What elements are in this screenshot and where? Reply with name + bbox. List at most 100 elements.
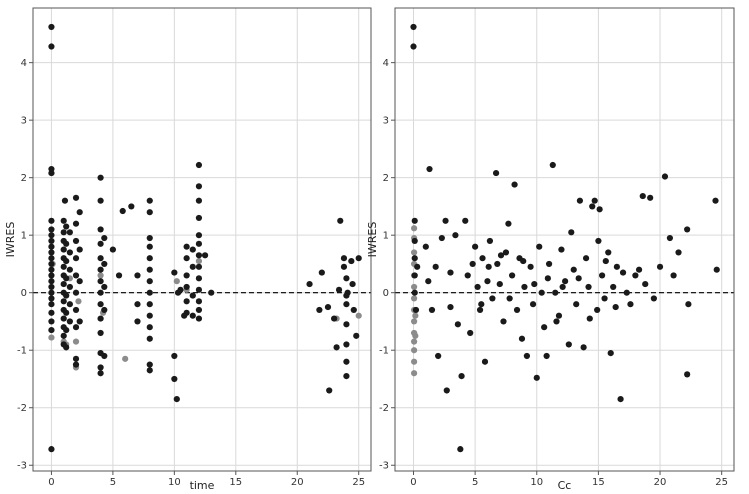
data-point bbox=[97, 329, 104, 337]
data-point bbox=[589, 203, 596, 210]
panel-cc: 0 5 10 15 20 25 -3 -2 -1 0 1 2 3 4 Cc IWRES bbox=[366, 7, 735, 492]
data-point bbox=[128, 203, 135, 210]
data-point bbox=[479, 255, 486, 262]
y-axis-label: IWRES bbox=[366, 222, 379, 258]
data-point bbox=[48, 237, 55, 245]
points bbox=[410, 23, 720, 453]
data-point bbox=[72, 361, 80, 368]
data-point bbox=[422, 243, 429, 250]
data-point bbox=[472, 243, 479, 250]
data-point bbox=[48, 232, 55, 239]
data-point bbox=[201, 252, 209, 259]
data-point bbox=[527, 263, 534, 270]
y-tick-label: -1 bbox=[379, 346, 389, 357]
data-point bbox=[171, 352, 178, 360]
data-point bbox=[506, 295, 513, 302]
data-point bbox=[565, 341, 572, 348]
data-point bbox=[76, 209, 83, 216]
data-point bbox=[48, 301, 55, 308]
data-point bbox=[48, 249, 55, 256]
data-point bbox=[598, 272, 606, 279]
data-point bbox=[562, 278, 569, 285]
data-point bbox=[60, 246, 67, 253]
data-point bbox=[72, 237, 80, 245]
data-point bbox=[48, 283, 55, 291]
data-point bbox=[613, 263, 620, 270]
data-point bbox=[189, 292, 196, 299]
data-point bbox=[486, 237, 494, 245]
data-point bbox=[63, 344, 70, 351]
data-point bbox=[481, 358, 489, 365]
data-point bbox=[411, 289, 418, 296]
data-point bbox=[72, 255, 80, 262]
data-point bbox=[553, 318, 560, 325]
data-point bbox=[596, 206, 603, 213]
data-point bbox=[63, 275, 70, 282]
data-point bbox=[573, 301, 580, 308]
data-point bbox=[575, 275, 582, 282]
data-point bbox=[343, 301, 350, 308]
data-point bbox=[60, 263, 67, 270]
data-point bbox=[684, 226, 691, 233]
data-point bbox=[183, 272, 190, 279]
x-tick-label: 5 bbox=[110, 477, 116, 488]
data-point bbox=[478, 301, 485, 308]
data-point bbox=[485, 263, 492, 270]
data-point bbox=[523, 352, 531, 360]
data-point bbox=[545, 260, 553, 268]
data-point bbox=[146, 301, 153, 308]
data-point bbox=[474, 283, 481, 291]
data-point bbox=[48, 295, 55, 302]
data-point bbox=[552, 289, 559, 296]
data-point bbox=[97, 315, 104, 322]
data-point bbox=[195, 257, 203, 265]
data-point bbox=[518, 335, 526, 342]
data-point bbox=[353, 332, 360, 339]
data-point bbox=[48, 260, 55, 268]
data-point bbox=[48, 255, 55, 262]
data-point bbox=[627, 301, 634, 308]
data-point bbox=[66, 229, 73, 236]
data-point bbox=[639, 192, 646, 200]
data-point bbox=[66, 266, 73, 273]
data-point bbox=[582, 255, 590, 262]
data-point bbox=[75, 298, 82, 305]
data-point bbox=[48, 243, 55, 250]
data-point bbox=[492, 169, 500, 177]
data-point bbox=[411, 225, 418, 232]
data-point bbox=[66, 318, 73, 325]
data-point bbox=[610, 283, 617, 291]
data-point bbox=[76, 318, 83, 325]
data-point bbox=[412, 312, 419, 319]
data-point bbox=[411, 255, 418, 262]
data-point bbox=[529, 301, 537, 308]
data-point bbox=[414, 263, 421, 270]
data-point bbox=[602, 257, 609, 265]
data-point bbox=[146, 289, 153, 296]
data-point bbox=[511, 181, 518, 188]
data-point bbox=[410, 43, 417, 50]
data-point bbox=[685, 301, 692, 308]
data-point bbox=[536, 243, 543, 250]
y-axis-label: IWRES bbox=[4, 222, 17, 258]
data-point bbox=[72, 355, 80, 362]
data-point bbox=[411, 318, 418, 325]
data-point bbox=[335, 286, 343, 293]
data-point bbox=[432, 263, 439, 270]
grid bbox=[33, 8, 371, 471]
data-point bbox=[63, 292, 70, 299]
data-point bbox=[72, 220, 80, 227]
data-point bbox=[326, 387, 333, 394]
data-point bbox=[324, 303, 332, 311]
data-point bbox=[647, 194, 654, 201]
data-point bbox=[496, 280, 503, 288]
data-point bbox=[63, 240, 70, 247]
data-point bbox=[642, 280, 649, 288]
data-point bbox=[48, 23, 55, 31]
data-point bbox=[349, 280, 356, 288]
data-point bbox=[412, 332, 419, 339]
data-point bbox=[195, 315, 203, 322]
data-point bbox=[580, 344, 587, 351]
x-tick-label: 15 bbox=[229, 477, 242, 488]
